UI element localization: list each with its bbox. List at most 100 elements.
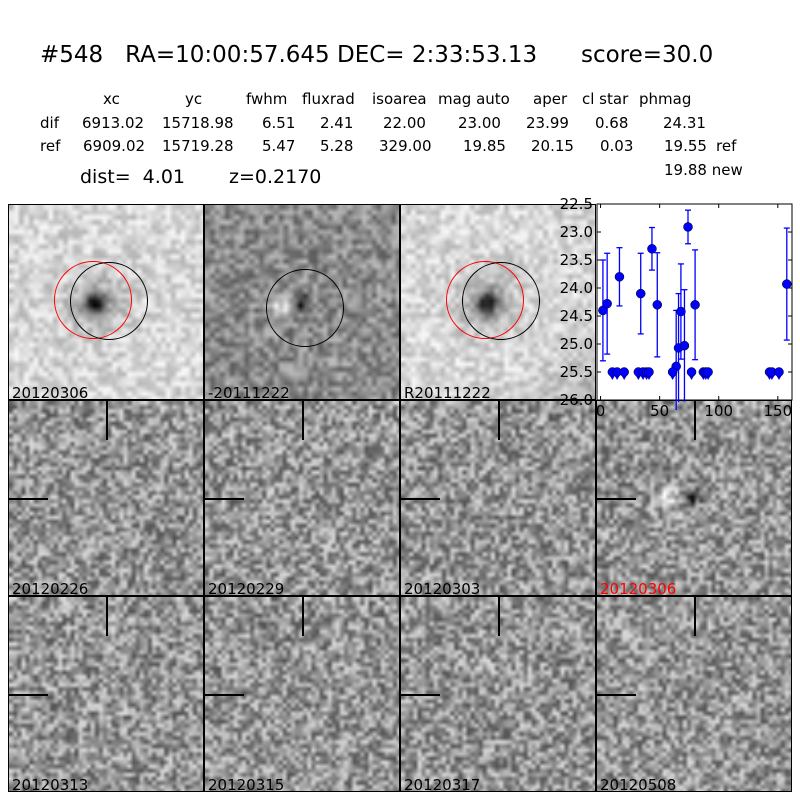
crosshair-vertical: [302, 401, 304, 440]
image-stamp-ref: R20111222: [400, 204, 596, 400]
image-stamp-diff: -20111222: [204, 204, 400, 400]
x-tick-label: 50: [650, 402, 669, 420]
image-stamp-epoch: 20120317: [400, 596, 596, 792]
figure-title: #548 RA=10:00:57.645 DEC= 2:33:53.13 sco…: [40, 42, 714, 68]
ref-fluxrad: 5.28: [320, 137, 354, 155]
crosshair-horizontal: [401, 498, 440, 500]
detection-point: [647, 244, 657, 254]
crosshair-vertical: [106, 401, 108, 440]
detection-point: [676, 306, 686, 317]
image-stamp-epoch: 20120306: [596, 400, 792, 596]
ref-fwhm: 5.47: [262, 137, 296, 155]
ref-mag-auto: 19.85: [463, 137, 506, 155]
crosshair-horizontal: [401, 694, 440, 696]
detection-point: [602, 298, 612, 309]
col-fluxrad: fluxrad: [302, 90, 355, 108]
dist-value: dist= 4.01: [80, 166, 185, 188]
y-tick-label: 22.5: [560, 195, 593, 213]
black-aperture-circle: [266, 269, 344, 347]
col-cl-star: cl star: [582, 90, 629, 108]
stamp-date-label: -20111222: [208, 384, 290, 400]
upper-limit-point: [686, 367, 697, 377]
dif-fluxrad: 2.41: [320, 114, 354, 132]
stamp-date-label: 20120306: [12, 384, 89, 400]
col-mag-auto: mag auto: [438, 90, 510, 108]
dif-cl-star: 0.68: [595, 114, 629, 132]
image-stamp-epoch: 20120313: [8, 596, 204, 792]
ref-xc: 6909.02: [83, 137, 146, 155]
y-tick-label: 25.5: [560, 363, 593, 381]
y-tick-label: 24.5: [560, 307, 593, 325]
ref-cl-star: 0.03: [600, 137, 634, 155]
col-phmag: phmag: [639, 90, 692, 108]
upper-limit-point: [644, 367, 654, 377]
dif-aper: 23.99: [526, 114, 569, 132]
upper-limit-point: [667, 367, 678, 377]
crosshair-vertical: [302, 597, 304, 636]
upper-limit-point: [703, 367, 713, 377]
detection-point: [635, 288, 646, 299]
row-label: ref: [40, 137, 61, 155]
crosshair-horizontal: [205, 498, 244, 500]
new-phmag: 19.88 new: [664, 161, 743, 179]
ref-suffix: ref: [716, 137, 737, 155]
crosshair-horizontal: [9, 498, 48, 500]
col-isoarea: isoarea: [372, 90, 427, 108]
y-tick-label: 24.0: [560, 279, 593, 297]
x-tick-label: 150: [763, 402, 792, 420]
detection-point: [679, 340, 690, 351]
detection-point: [652, 300, 663, 310]
image-stamp-epoch: 20120315: [204, 596, 400, 792]
stamp-date-label: 20120313: [12, 776, 89, 792]
crosshair-vertical: [106, 597, 108, 636]
light-curve-plot: 22.5 23.0 23.5 24.0 24.5 25.0 25.5 26.00 50 100 15…: [560, 195, 793, 420]
row-label: dif: [40, 114, 59, 132]
y-tick-label: 23.0: [560, 223, 593, 241]
image-stamp-epoch: 20120226: [8, 400, 204, 596]
black-aperture-circle: [70, 262, 148, 340]
crosshair-vertical: [694, 401, 696, 440]
y-tick-label: 26.0: [560, 391, 593, 409]
redshift-value: z=0.2170: [229, 166, 322, 188]
detection-point: [782, 279, 792, 289]
dif-fwhm: 6.51: [262, 114, 296, 132]
dif-phmag: 24.31: [663, 114, 706, 132]
stamp-date-label: 20120508: [600, 776, 677, 792]
upper-limit-point: [619, 367, 629, 377]
crosshair-vertical: [498, 597, 500, 636]
stamp-date-label: 20120303: [404, 580, 481, 596]
image-stamp-new: 20120306: [8, 204, 204, 400]
col-yc: yc: [185, 90, 203, 108]
x-tick-label: 100: [704, 402, 733, 420]
col-fwhm: fwhm: [246, 90, 288, 108]
crosshair-horizontal: [597, 498, 636, 500]
detection-point: [614, 272, 625, 282]
col-aper: aper: [533, 90, 568, 108]
image-stamp-epoch: 20120229: [204, 400, 400, 596]
ref-yc: 15719.28: [162, 137, 234, 155]
ref-aper: 20.15: [531, 137, 574, 155]
dif-yc: 15718.98: [162, 114, 234, 132]
dif-isoarea: 22.00: [383, 114, 426, 132]
y-tick-label: 25.0: [560, 335, 593, 353]
stamp-date-label: 20120315: [208, 776, 285, 792]
stamp-date-label: 20120306: [600, 580, 677, 596]
crosshair-horizontal: [205, 694, 244, 696]
crosshair-horizontal: [9, 694, 48, 696]
crosshair-vertical: [694, 597, 696, 636]
y-tick-label: 23.5: [560, 251, 593, 269]
x-tick-label: 0: [596, 402, 606, 420]
image-stamp-epoch: 20120303: [400, 400, 596, 596]
detection-point: [690, 300, 700, 310]
detection-point: [683, 222, 693, 232]
black-aperture-circle: [462, 262, 540, 340]
stamp-date-label: 20120226: [12, 580, 89, 596]
ref-isoarea: 329.00: [379, 137, 432, 155]
stamp-date-label: 20120317: [404, 776, 481, 792]
image-stamp-epoch: 20120508: [596, 596, 792, 792]
dif-xc: 6913.02: [82, 114, 145, 132]
crosshair-vertical: [498, 401, 500, 440]
upper-limit-point: [774, 367, 784, 377]
dif-mag-auto: 23.00: [458, 114, 501, 132]
